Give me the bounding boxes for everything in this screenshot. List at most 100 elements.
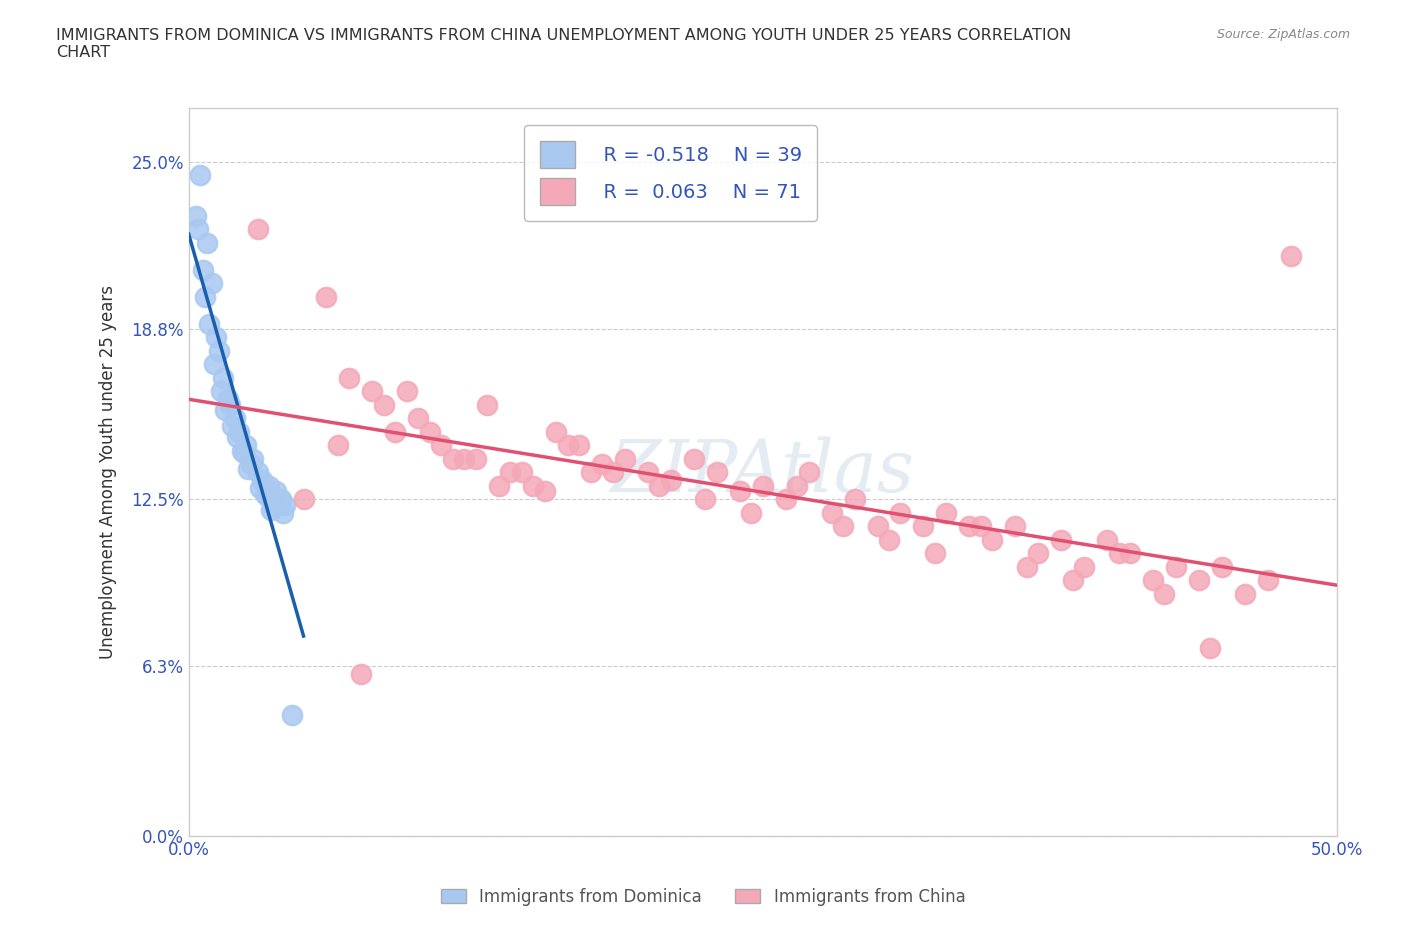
Point [339,370,361,385]
Point [384,424,406,439]
Point [187,222,209,237]
Point [970,519,993,534]
Point [1073,559,1095,574]
Point [232,445,254,460]
Point [797,465,820,480]
Point [212,370,235,385]
Point [1119,546,1142,561]
Point [1279,249,1302,264]
Point [499,465,522,480]
Point [510,465,533,480]
Point [866,519,889,534]
Point [271,505,294,520]
Point [1108,546,1130,561]
Point [1095,532,1118,547]
Point [1026,546,1049,561]
Point [751,478,773,493]
Point [408,411,430,426]
Point [188,168,211,183]
Point [250,472,273,487]
Point [260,502,283,517]
Point [224,411,246,426]
Point [1004,519,1026,534]
Point [464,451,486,466]
Point [194,289,217,304]
Point [214,403,236,418]
Point [981,532,1004,547]
Point [488,478,510,493]
Point [441,451,464,466]
Point [184,208,207,223]
Point [728,484,751,498]
Point [253,486,276,501]
Point [191,262,214,277]
Point [226,430,249,445]
Point [238,462,260,477]
Point [395,384,418,399]
Point [522,478,544,493]
Point [419,424,441,439]
Point [242,451,264,466]
Point [228,424,250,439]
Point [1199,640,1222,655]
Point [786,478,808,493]
Point [832,519,855,534]
Point [602,465,624,480]
Point [912,519,935,534]
Point [264,484,287,498]
Point [546,424,568,439]
Point [239,457,262,472]
Point [217,392,239,406]
Point [1050,532,1073,547]
Point [740,505,762,520]
Point [1153,586,1175,601]
Point [706,465,728,480]
Point [1257,573,1279,588]
Point [557,438,579,453]
Point [201,276,224,291]
Point [1211,559,1233,574]
Point [1233,586,1256,601]
Point [198,316,221,331]
Legend:   R = -0.518    N = 39,   R =  0.063    N = 71: R = -0.518 N = 39, R = 0.063 N = 71 [524,125,817,220]
Point [256,489,278,504]
Point [533,484,555,498]
Point [682,451,704,466]
Point [350,667,373,682]
Point [1188,573,1211,588]
Point [1015,559,1038,574]
Point [202,357,225,372]
Point [274,498,297,512]
Point [246,465,269,480]
Point [924,546,946,561]
Point [453,451,475,466]
Point [579,465,602,480]
Point [1142,573,1164,588]
Point [281,708,304,723]
Point [820,505,842,520]
Point [270,492,292,507]
Point [231,444,253,458]
Legend: Immigrants from Dominica, Immigrants from China: Immigrants from Dominica, Immigrants fro… [434,881,972,912]
Point [315,289,337,304]
Point [326,438,349,453]
Point [430,438,453,453]
Point [648,478,671,493]
Point [292,492,315,507]
Point [477,397,499,412]
Point [889,505,911,520]
Point [219,397,242,412]
Point [877,532,900,547]
Point [568,438,591,453]
Point [637,465,659,480]
Point [235,438,257,453]
Point [205,330,228,345]
Point [775,492,797,507]
Text: IMMIGRANTS FROM DOMINICA VS IMMIGRANTS FROM CHINA UNEMPLOYMENT AMONG YOUTH UNDER: IMMIGRANTS FROM DOMINICA VS IMMIGRANTS F… [56,28,1071,60]
Point [591,457,613,472]
Point [613,451,636,466]
Point [209,384,232,399]
Text: Source: ZipAtlas.com: Source: ZipAtlas.com [1216,28,1350,41]
Point [246,222,269,237]
Point [844,492,866,507]
